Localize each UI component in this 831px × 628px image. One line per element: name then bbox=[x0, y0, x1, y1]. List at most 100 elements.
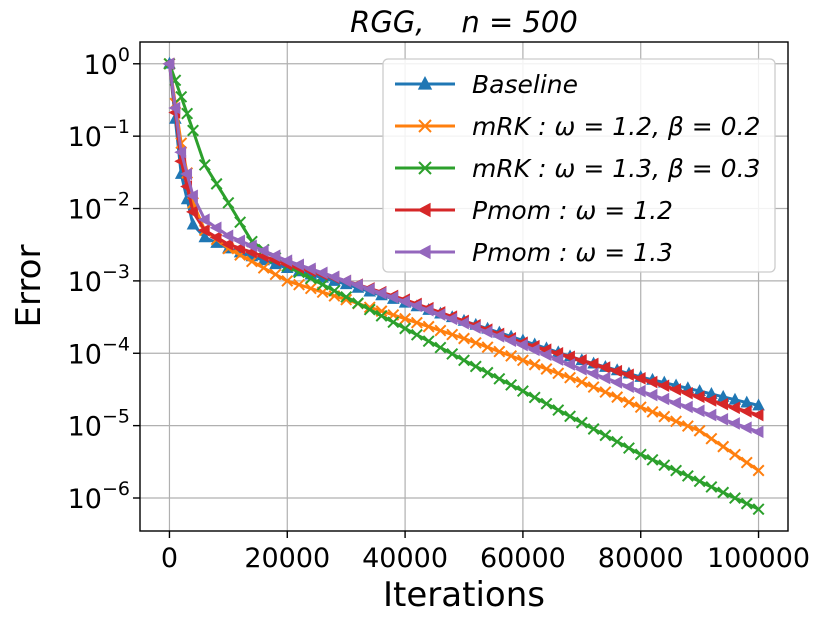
data-point bbox=[705, 480, 718, 493]
data-point bbox=[515, 338, 528, 352]
data-point bbox=[168, 101, 181, 115]
data-point bbox=[339, 274, 352, 288]
data-point bbox=[739, 405, 752, 418]
data-point bbox=[563, 358, 575, 371]
data-point bbox=[670, 464, 683, 477]
data-point bbox=[680, 400, 693, 414]
legend-entry-5: Pmom : ω = 1.3 bbox=[395, 238, 673, 267]
data-point bbox=[180, 167, 193, 181]
series-layer bbox=[162, 56, 765, 516]
data-point bbox=[433, 308, 446, 321]
x-tick-label: 100000 bbox=[707, 543, 810, 574]
data-point bbox=[186, 189, 198, 203]
data-point bbox=[421, 303, 434, 317]
data-point bbox=[622, 396, 635, 409]
data-point bbox=[740, 497, 753, 510]
data-point bbox=[587, 423, 600, 435]
data-point bbox=[586, 367, 599, 380]
data-point bbox=[729, 448, 741, 461]
data-point bbox=[234, 216, 247, 229]
data-point bbox=[611, 391, 624, 404]
data-point bbox=[327, 270, 340, 284]
data-point bbox=[552, 404, 565, 416]
y-tick-label: 10−3 bbox=[68, 261, 130, 298]
data-point bbox=[446, 328, 459, 341]
data-point bbox=[751, 408, 764, 422]
data-point bbox=[422, 320, 435, 333]
data-point bbox=[587, 381, 600, 394]
legend-entry-1: Baseline bbox=[395, 70, 578, 99]
data-point bbox=[586, 357, 599, 371]
data-point bbox=[681, 469, 694, 482]
data-point bbox=[256, 244, 269, 258]
data-point bbox=[398, 295, 410, 308]
y-tick-label: 10−1 bbox=[68, 116, 130, 153]
chart-title: RGG, n = 500 bbox=[350, 5, 578, 39]
data-point bbox=[174, 145, 187, 159]
data-point bbox=[198, 158, 211, 171]
data-point bbox=[387, 316, 400, 329]
data-point bbox=[269, 268, 282, 281]
data-point bbox=[221, 229, 234, 243]
data-point bbox=[539, 348, 552, 362]
data-point bbox=[293, 278, 306, 291]
data-point bbox=[446, 347, 459, 360]
legend-marker bbox=[417, 202, 431, 218]
y-tick-label: 10−5 bbox=[68, 406, 130, 443]
data-point bbox=[458, 354, 470, 367]
data-point bbox=[598, 371, 611, 385]
data-point bbox=[434, 324, 447, 337]
data-point bbox=[574, 363, 587, 376]
data-point bbox=[752, 398, 765, 411]
data-point bbox=[422, 335, 435, 348]
legend-label: Baseline bbox=[472, 70, 578, 99]
data-point bbox=[516, 385, 529, 398]
data-point bbox=[350, 278, 363, 292]
data-point bbox=[257, 261, 270, 274]
data-point bbox=[410, 316, 423, 329]
x-tick-label: 0 bbox=[161, 543, 178, 574]
legend-label: Pmom : ω = 1.3 bbox=[472, 238, 673, 267]
x-tick-label: 80000 bbox=[598, 543, 684, 574]
data-point bbox=[352, 297, 364, 310]
data-point bbox=[645, 375, 658, 389]
data-point bbox=[210, 235, 223, 248]
data-point bbox=[716, 397, 729, 411]
data-point bbox=[315, 266, 328, 280]
x-axis-ticks: 0 20000 40000 60000 80000 100000 bbox=[161, 531, 810, 574]
data-point bbox=[622, 442, 635, 455]
legend-box bbox=[382, 58, 776, 273]
data-point bbox=[209, 221, 222, 235]
data-point bbox=[727, 401, 740, 415]
data-point bbox=[374, 286, 387, 300]
data-point bbox=[575, 416, 588, 429]
data-point bbox=[717, 440, 730, 453]
y-axis-ticks: 100 10−1 10−2 10−3 10−4 10−5 10−6 bbox=[68, 44, 140, 515]
data-point bbox=[505, 378, 518, 391]
data-point bbox=[564, 371, 576, 384]
data-point bbox=[599, 386, 612, 399]
data-point bbox=[493, 345, 506, 358]
data-point bbox=[304, 282, 317, 295]
data-point bbox=[186, 217, 200, 230]
data-point bbox=[704, 408, 717, 422]
data-point bbox=[575, 376, 588, 389]
data-point bbox=[399, 312, 412, 325]
data-point bbox=[610, 364, 623, 378]
data-point bbox=[198, 230, 212, 243]
data-point bbox=[645, 388, 658, 402]
x-tick-label: 60000 bbox=[480, 543, 566, 574]
legend-marker bbox=[418, 119, 432, 133]
data-point bbox=[528, 358, 541, 371]
data-point bbox=[458, 332, 470, 345]
data-point bbox=[493, 372, 506, 385]
data-point bbox=[480, 325, 493, 339]
data-point bbox=[197, 224, 210, 237]
data-point bbox=[574, 353, 587, 367]
data-point bbox=[704, 394, 717, 407]
data-point bbox=[669, 383, 681, 396]
data-point bbox=[175, 90, 188, 103]
data-point bbox=[469, 336, 482, 349]
data-point bbox=[598, 361, 611, 374]
data-point bbox=[399, 322, 412, 335]
